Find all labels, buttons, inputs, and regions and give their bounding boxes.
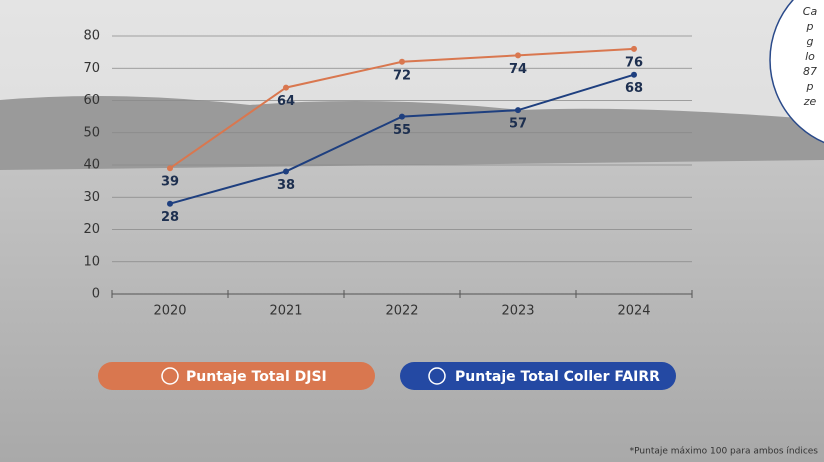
legend-label: Puntaje Total Coller FAIRR [455, 369, 660, 385]
data-label: 76 [625, 55, 643, 70]
legend-label: Puntaje Total DJSI [186, 369, 327, 385]
data-label: 72 [393, 68, 411, 83]
data-point [515, 52, 521, 59]
annotation: 87 [803, 65, 817, 78]
annotation: Ca [803, 5, 818, 18]
data-label: 39 [161, 175, 179, 190]
data-label: 57 [509, 117, 527, 132]
y-tick-label: 50 [83, 125, 100, 140]
data-point [283, 168, 289, 175]
annotation: ze [803, 95, 817, 108]
data-point [515, 107, 521, 114]
annotation: g [807, 35, 814, 48]
legend-pill [400, 362, 676, 390]
legend-icon [428, 367, 446, 385]
hills [0, 96, 824, 175]
data-label: 68 [625, 81, 643, 96]
y-tick-label: 80 [83, 29, 100, 44]
data-point [399, 113, 405, 120]
data-point [399, 58, 405, 65]
x-tick-label: 2024 [617, 304, 650, 319]
x-tick-label: 2020 [153, 304, 186, 319]
data-label: 28 [161, 210, 179, 225]
annotation: p [806, 80, 814, 93]
x-tick-label: 2021 [269, 304, 302, 319]
data-point [283, 84, 289, 91]
y-tick-label: 20 [83, 222, 100, 237]
y-tick-label: 30 [83, 190, 100, 205]
y-tick-label: 70 [83, 61, 100, 76]
y-tick-label: 60 [83, 93, 100, 108]
legend-icon [161, 367, 179, 385]
note-bubble [769, 0, 824, 144]
data-label: 74 [509, 62, 527, 77]
y-tick-label: 40 [83, 158, 100, 173]
y-tick-label: 0 [92, 287, 100, 302]
data-label: 55 [393, 123, 411, 138]
footnote: *Puntaje máximo 100 para ambos índices [630, 447, 819, 457]
y-tick-label: 10 [83, 254, 100, 269]
annotation: lo [805, 50, 815, 63]
data-point [167, 165, 173, 172]
data-label: 38 [277, 178, 295, 193]
data-label: 64 [277, 94, 295, 109]
x-tick-label: 2022 [385, 304, 418, 319]
x-tick-label: 2023 [501, 304, 534, 319]
data-point [167, 200, 173, 207]
annotation: p [806, 20, 814, 33]
data-point [631, 45, 637, 52]
data-point [631, 71, 637, 78]
